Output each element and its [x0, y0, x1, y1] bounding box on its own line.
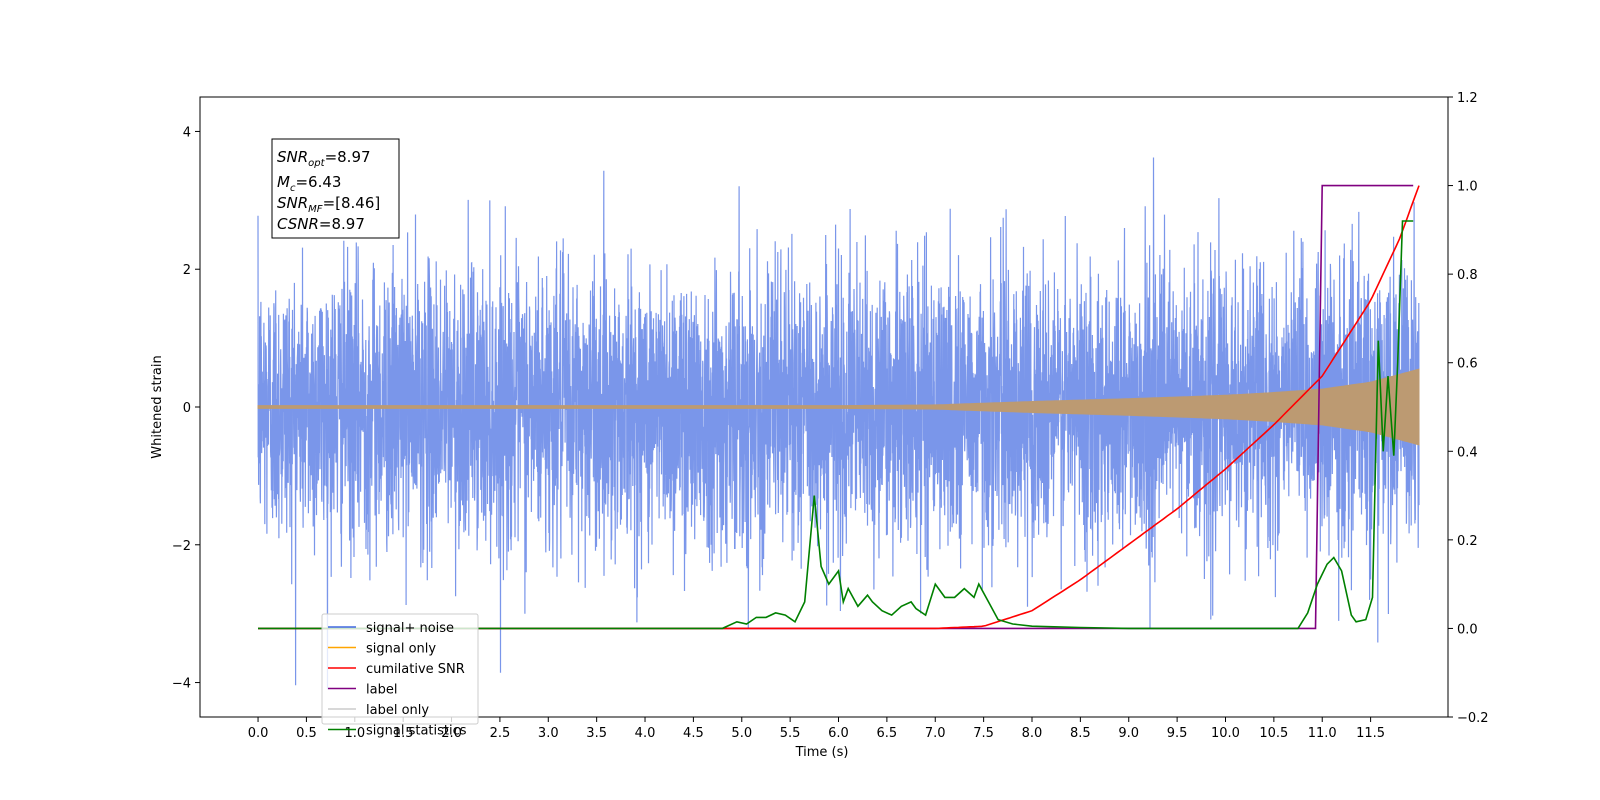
svg-text:SNRMF=[8.46]: SNRMF=[8.46] [277, 194, 380, 215]
mc-value: =6.43 [295, 173, 341, 191]
csnr-value: =8.97 [319, 215, 365, 233]
x-tick-label: 8.5 [1070, 726, 1091, 741]
x-tick-label: 9.0 [1118, 726, 1139, 741]
x-tick-label: 0.5 [296, 726, 317, 741]
x-tick-label: 3.0 [538, 726, 559, 741]
y2-tick-label: 0.6 [1457, 357, 1478, 372]
y-axis-right: −0.2 0.0 0.2 0.4 0.6 0.8 1.0 1.2 [1448, 91, 1489, 726]
legend-label: cumilative SNR [366, 662, 465, 677]
x-tick-label: 2.5 [490, 726, 511, 741]
mc-sub: c [290, 183, 296, 194]
signal-only-envelope [257, 368, 1420, 446]
svg-text:SNRopt=8.97: SNRopt=8.97 [277, 148, 371, 169]
y-tick-label: −2 [172, 539, 191, 554]
y2-tick-label: −0.2 [1457, 711, 1489, 726]
legend-label: label [366, 683, 397, 698]
y-tick-label: 2 [183, 263, 191, 278]
x-tick-label: 1.0 [344, 726, 365, 741]
x-tick-label: 10.0 [1211, 726, 1240, 741]
signal-plus-noise-line [257, 157, 1420, 690]
snr-mf-sub: MF [308, 204, 323, 215]
y2-tick-label: 1.2 [1457, 91, 1478, 106]
x-tick-label: 11.5 [1356, 726, 1385, 741]
x-tick-label: 7.0 [925, 726, 946, 741]
legend-label: label only [366, 703, 429, 718]
x-tick-label: 7.5 [973, 726, 994, 741]
x-tick-label: 3.5 [586, 726, 607, 741]
snr-mf-value: =[8.46] [323, 194, 381, 212]
y2-tick-label: 0.0 [1457, 622, 1478, 637]
y2-tick-label: 0.2 [1457, 534, 1478, 549]
y2-tick-label: 1.0 [1457, 180, 1478, 195]
x-axis-label: Time (s) [795, 745, 849, 760]
snr-mf-name: SNR [277, 194, 308, 212]
x-tick-label: 4.5 [683, 726, 704, 741]
x-tick-label: 2.0 [441, 726, 462, 741]
svg-text:CSNR=8.97: CSNR=8.97 [277, 215, 365, 233]
y-tick-label: −4 [172, 677, 191, 692]
y-tick-label: 4 [183, 125, 191, 140]
svg-text:Mc=6.43: Mc=6.43 [277, 173, 341, 194]
x-tick-label: 6.0 [828, 726, 849, 741]
snr-opt-sub: opt [308, 158, 325, 169]
mc-name: M [277, 173, 290, 191]
snr-opt-value: =8.97 [325, 148, 371, 166]
legend-label: signal only [366, 642, 436, 657]
legend-label: signal statistics [366, 724, 467, 739]
x-tick-label: 5.0 [731, 726, 752, 741]
snr-opt-name: SNR [277, 148, 308, 166]
csnr-name: CSNR [277, 215, 319, 233]
x-tick-label: 0.0 [248, 726, 269, 741]
x-tick-label: 5.5 [780, 726, 801, 741]
y2-tick-label: 0.8 [1457, 268, 1478, 283]
x-tick-label: 8.0 [1022, 726, 1043, 741]
x-tick-label: 6.5 [877, 726, 898, 741]
y-axis-left: −4 −2 0 2 4 [172, 125, 200, 692]
x-tick-label: 1.5 [393, 726, 414, 741]
x-tick-label: 4.0 [635, 726, 656, 741]
y2-tick-label: 0.4 [1457, 445, 1478, 460]
signal-statistics-line [258, 220, 1414, 630]
stats-box: SNRopt=8.97 Mc=6.43 SNRMF=[8.46] CSNR=8.… [271, 138, 400, 239]
y-tick-label: 0 [183, 401, 191, 416]
signal-only-series [257, 368, 1420, 446]
signal-plus-noise-series [257, 157, 1420, 690]
y-axis-label: Whitened strain [150, 355, 165, 458]
legend: signal+ noise signal only cumilative SNR la… [321, 613, 479, 739]
legend-label: signal+ noise [366, 621, 454, 636]
x-tick-label: 10.5 [1259, 726, 1288, 741]
x-tick-label: 11.0 [1308, 726, 1337, 741]
x-tick-label: 9.5 [1167, 726, 1188, 741]
